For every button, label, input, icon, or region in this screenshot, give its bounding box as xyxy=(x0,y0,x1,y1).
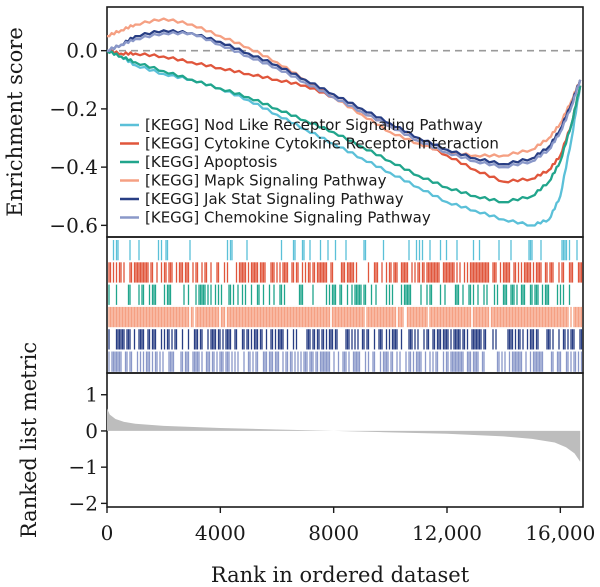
legend-label-nod-like-receptor-signaling-pathway: [KEGG] Nod Like Receptor Signaling Pathw… xyxy=(145,116,483,134)
hit-row-cytokine-cytokine-receptor-interaction xyxy=(108,262,583,283)
legend-label-chemokine-signaling-pathway: [KEGG] Chemokine Signaling Pathway xyxy=(145,209,431,227)
x-tick-label: 12,000 xyxy=(412,521,482,545)
es-y-tick-label: −0.4 xyxy=(49,155,98,179)
es-line-jak-stat-signaling-pathway xyxy=(106,29,582,166)
hit-barcodes xyxy=(108,240,583,372)
hit-row-apoptosis xyxy=(108,284,571,305)
es-y-ticks: 0.0 −0.2 −0.4 −0.6 xyxy=(49,39,107,237)
es-y-tick-label: −0.2 xyxy=(49,97,98,121)
ranked-panel-frame xyxy=(106,372,584,508)
es-line-nod-like-receptor-signaling-pathway xyxy=(106,49,582,227)
ranked-y-tick-label: −1 xyxy=(69,455,98,479)
ranked-panel: 1 0 −1 −2 Ranked list metric xyxy=(17,342,584,538)
legend-label-jak-stat-signaling-pathway: [KEGG] Jak Stat Signaling Pathway xyxy=(145,190,404,208)
hits-panel xyxy=(106,236,584,374)
es-panel: [KEGG] Nod Like Receptor Signaling Pathw… xyxy=(3,6,584,238)
x-axis: 0 4000 8000 12,000 16,000 xyxy=(101,507,595,545)
x-tick-label: 4000 xyxy=(195,521,246,545)
ranked-y-tick-label: 1 xyxy=(85,383,98,407)
ranked-y-tick-label: −2 xyxy=(69,491,98,515)
hit-row-jak-stat-signaling-pathway xyxy=(108,329,583,350)
ranked-y-tick-label: 0 xyxy=(85,419,98,443)
x-axis-title: Rank in ordered dataset xyxy=(211,563,470,587)
es-line-mapk-signaling-pathway xyxy=(106,17,582,158)
es-y-axis-title: Enrichment score xyxy=(3,27,27,217)
es-y-tick-label: −0.6 xyxy=(49,213,98,237)
hit-row-nod-like-receptor-signaling-pathway xyxy=(112,240,578,261)
legend-label-mapk-signaling-pathway: [KEGG] Mapk Signaling Pathway xyxy=(145,172,387,190)
legend: [KEGG] Nod Like Receptor Signaling Pathw… xyxy=(120,116,499,227)
hit-row-mapk-signaling-pathway xyxy=(108,306,583,328)
x-tick-label: 0 xyxy=(101,521,114,545)
legend-label-cytokine-cytokine-receptor-interaction: [KEGG] Cytokine Cytokine Receptor Intera… xyxy=(145,135,499,153)
x-tick-label: 8000 xyxy=(308,521,359,545)
ranked-y-ticks: 1 0 −1 −2 xyxy=(69,383,107,515)
es-line-chemokine-signaling-pathway xyxy=(106,30,582,169)
ranked-metric-area xyxy=(107,408,581,462)
x-tick-label: 16,000 xyxy=(525,521,595,545)
es-line-apoptosis xyxy=(106,49,582,204)
ranked-y-axis-title: Ranked list metric xyxy=(17,342,41,538)
hit-row-chemokine-signaling-pathway xyxy=(108,351,583,372)
es-series-lines xyxy=(106,17,582,227)
legend-label-apoptosis: [KEGG] Apoptosis xyxy=(145,153,278,171)
es-y-tick-label: 0.0 xyxy=(66,39,98,63)
